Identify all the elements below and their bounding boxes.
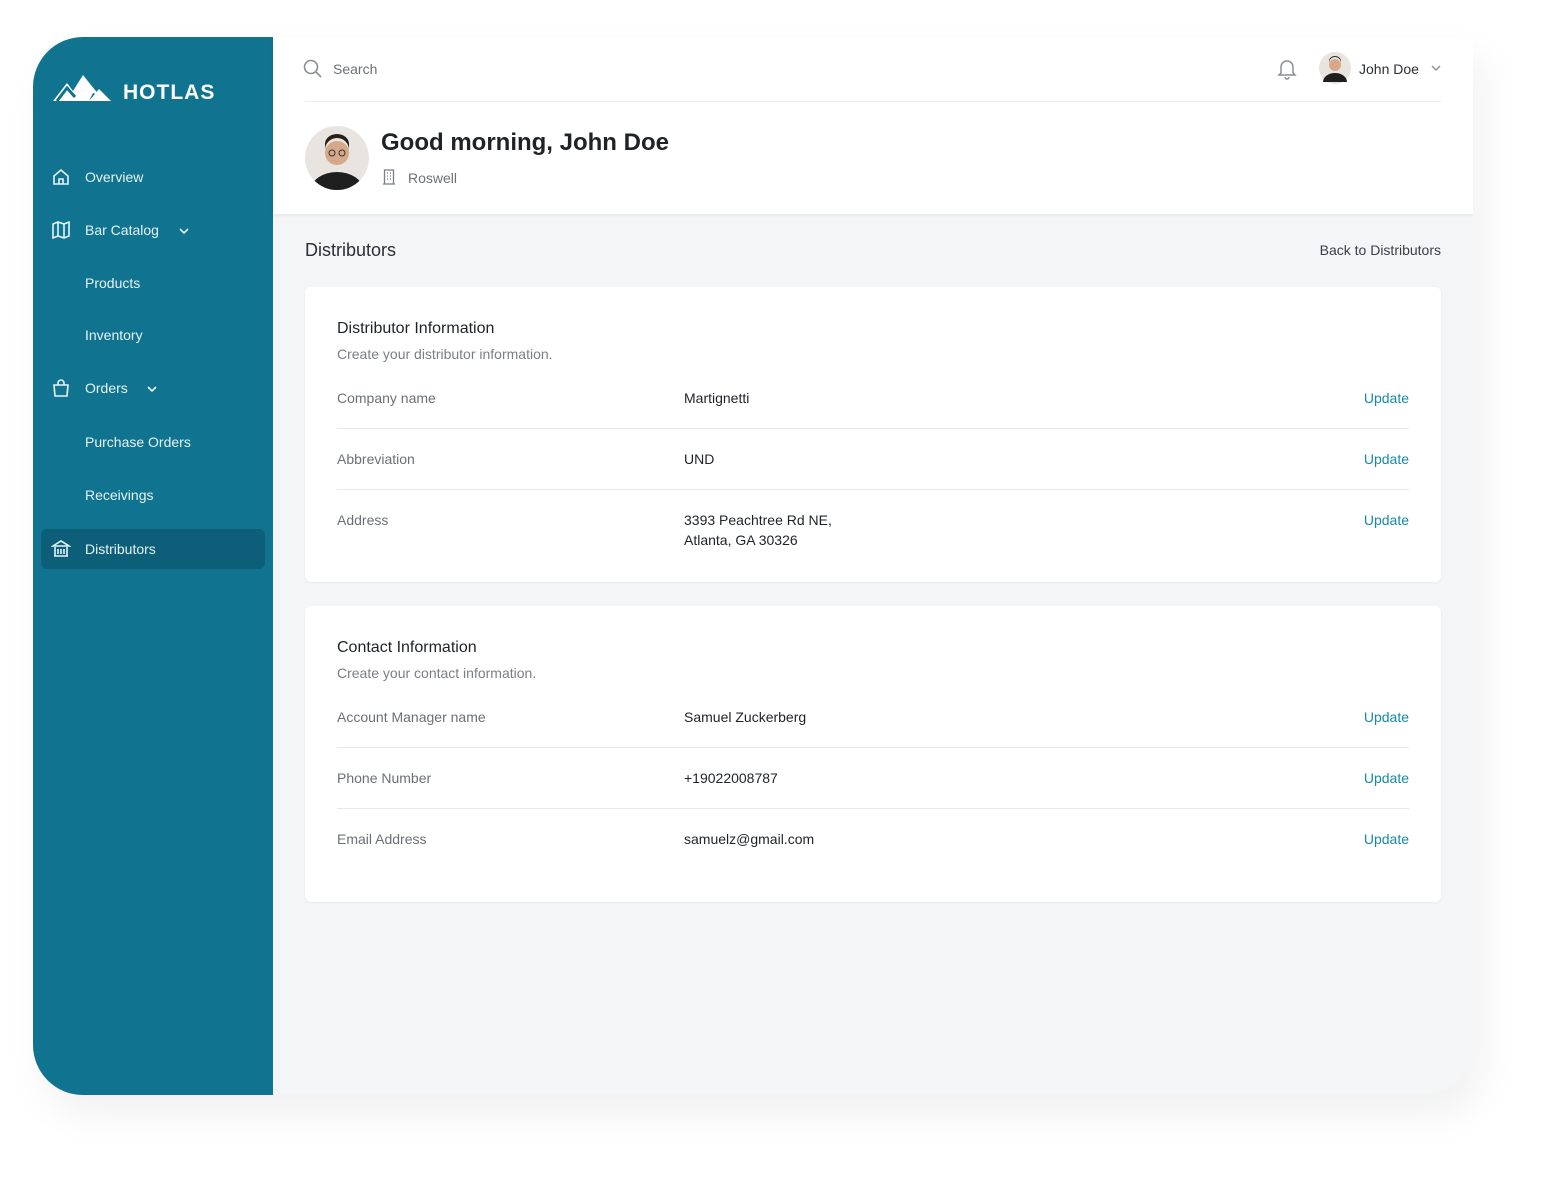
sidebar: HOTLAS Overview Bar Catalog Products Invent…: [33, 37, 273, 1095]
update-link[interactable]: Update: [1363, 831, 1409, 847]
card-subtitle: Create your contact information.: [337, 665, 537, 681]
update-link[interactable]: Update: [1363, 770, 1409, 786]
info-row: Abbreviation UND Update: [337, 429, 1409, 490]
top-bar: Search John Doe Good morning, John Doe R…: [273, 37, 1473, 214]
field-label: Phone Number: [337, 770, 432, 786]
field-value: Samuel Zuckerberg: [684, 707, 1364, 727]
chevron: [147, 386, 157, 392]
value-line: +19022008787: [684, 770, 778, 786]
value-line: 3393 Peachtree Rd NE,: [684, 512, 832, 528]
update-link[interactable]: Update: [1363, 709, 1409, 725]
field-value: UND: [684, 449, 1364, 469]
back-link[interactable]: Back to Distributors: [1319, 242, 1441, 258]
row-list: Account Manager name Samuel Zuckerberg Upd…: [337, 687, 1409, 869]
info-card: Distributor Information Create your distr…: [305, 287, 1441, 582]
info-row: Email Address samuelz@gmail.com Update: [337, 809, 1409, 869]
update-link[interactable]: Update: [1363, 451, 1409, 467]
nav-item[interactable]: Inventory: [85, 327, 143, 343]
nav-icon: [53, 168, 69, 185]
value-line: Martignetti: [684, 390, 750, 406]
card-title: Contact Information: [337, 639, 477, 656]
info-card: Contact Information Create your contact i…: [305, 606, 1441, 902]
search-input[interactable]: Search: [333, 61, 378, 77]
chevron: [1431, 65, 1441, 71]
nav-icon: [51, 540, 71, 557]
field-label: Account Manager name: [337, 709, 486, 725]
field-value: +19022008787: [684, 768, 1364, 788]
logo-icon: [53, 75, 111, 101]
value-line: Atlanta, GA 30326: [684, 532, 798, 548]
update-link[interactable]: Update: [1363, 512, 1409, 528]
location: Roswell: [408, 170, 458, 186]
field-value: samuelz@gmail.com: [684, 829, 1364, 849]
divider: [305, 101, 1441, 102]
nav-icon: [52, 220, 70, 240]
card-subtitle: Create your distributor information.: [337, 346, 553, 362]
building-icon: [383, 169, 395, 185]
nav-icon: [53, 379, 69, 397]
nav-item[interactable]: Products: [85, 275, 141, 291]
update-link[interactable]: Update: [1363, 390, 1409, 406]
info-row: Phone Number +19022008787 Update: [337, 748, 1409, 809]
info-row: Company name Martignetti Update: [337, 368, 1409, 429]
profile-avatar: [305, 126, 369, 190]
user-avatar[interactable]: [1319, 52, 1351, 84]
value-line: UND: [684, 451, 715, 467]
chevron: [179, 228, 189, 234]
value-line: samuelz@gmail.com: [684, 831, 815, 847]
field-label: Address: [337, 512, 389, 528]
search-icon: [303, 59, 322, 78]
field-label: Abbreviation: [337, 451, 415, 467]
nav-item[interactable]: Bar Catalog: [41, 210, 265, 250]
field-value: 3393 Peachtree Rd NE, Atlanta, GA 30326: [684, 510, 1364, 550]
field-value: Martignetti: [684, 388, 1364, 408]
page-title: Distributors: [305, 240, 397, 260]
bell-icon[interactable]: [1277, 58, 1297, 80]
info-row: Address 3393 Peachtree Rd NE, Atlanta, GA …: [337, 490, 1409, 570]
card-title: Distributor Information: [337, 320, 495, 337]
nav-item[interactable]: Orders: [41, 368, 265, 408]
nav-item[interactable]: Receivings: [85, 487, 154, 503]
brand: HOTLAS: [123, 81, 216, 104]
value-line: Samuel Zuckerberg: [684, 709, 807, 725]
field-label: Email Address: [337, 831, 427, 847]
info-row: Account Manager name Samuel Zuckerberg Upd…: [337, 687, 1409, 748]
app-window: HOTLAS Overview Bar Catalog Products Invent…: [33, 37, 1473, 1095]
user-name[interactable]: John Doe: [1359, 61, 1419, 77]
nav-item[interactable]: Overview: [41, 157, 265, 197]
row-list: Company name Martignetti Update Abbreviatio…: [337, 368, 1409, 570]
nav-item[interactable]: Distributors: [41, 529, 265, 569]
field-label: Company name: [337, 390, 436, 406]
greeting: Good morning, John Doe: [381, 129, 669, 156]
nav-item[interactable]: Purchase Orders: [85, 434, 191, 450]
